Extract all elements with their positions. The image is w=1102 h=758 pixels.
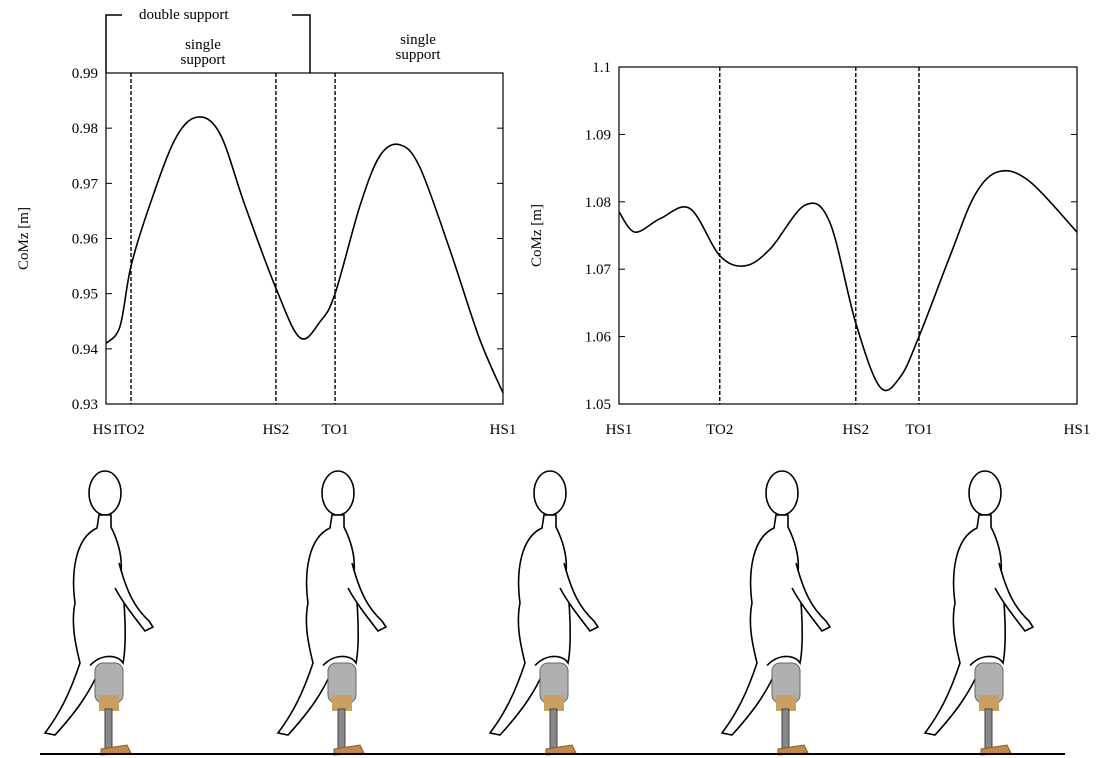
line: [105, 116, 504, 394]
y-tick-label: 0.94: [72, 342, 99, 358]
y-tick-label: 1.05: [585, 397, 611, 413]
x-tick-label: TO1: [905, 422, 932, 438]
y-tick-label: 1.07: [585, 262, 612, 278]
x-tick-label: HS2: [842, 422, 869, 438]
annotation: single support: [380, 33, 456, 63]
walking-illustration: [40, 470, 1065, 756]
line: [618, 169, 1078, 392]
y-tick-label: 1.06: [585, 330, 612, 346]
y-tick-label: 0.97: [72, 176, 99, 192]
y-tick-label: 0.95: [72, 287, 98, 303]
y-tick-label: 0.98: [72, 121, 98, 137]
walker: [721, 470, 831, 756]
x-tick-label: TO2: [117, 422, 144, 438]
x-tick-label: HS1: [1064, 422, 1091, 438]
x-tick-label: TO1: [321, 422, 348, 438]
y-axis-label: CoMz [m]: [16, 207, 32, 270]
walker: [277, 470, 387, 756]
y-tick-label: 0.93: [72, 397, 98, 413]
y-axis-label: CoMz [m]: [529, 204, 545, 267]
annotation: double support: [136, 8, 232, 23]
x-tick-label: TO2: [706, 422, 733, 438]
y-tick-label: 0.96: [72, 232, 99, 248]
y-tick-label: 1.09: [585, 127, 611, 143]
x-tick-label: HS1: [93, 422, 120, 438]
y-tick-label: 1.08: [585, 195, 611, 211]
plot-frame: [105, 72, 504, 405]
bracket: [105, 14, 311, 73]
y-tick-label: 0.99: [72, 66, 98, 82]
walker: [924, 470, 1034, 756]
annotation: single support: [165, 38, 241, 68]
plot-frame: [618, 66, 1078, 405]
walker: [489, 470, 599, 756]
x-tick-label: HS1: [606, 422, 633, 438]
walker: [44, 470, 154, 756]
x-tick-label: HS1: [490, 422, 517, 438]
y-tick-label: 1.1: [592, 60, 611, 76]
x-tick-label: HS2: [263, 422, 290, 438]
